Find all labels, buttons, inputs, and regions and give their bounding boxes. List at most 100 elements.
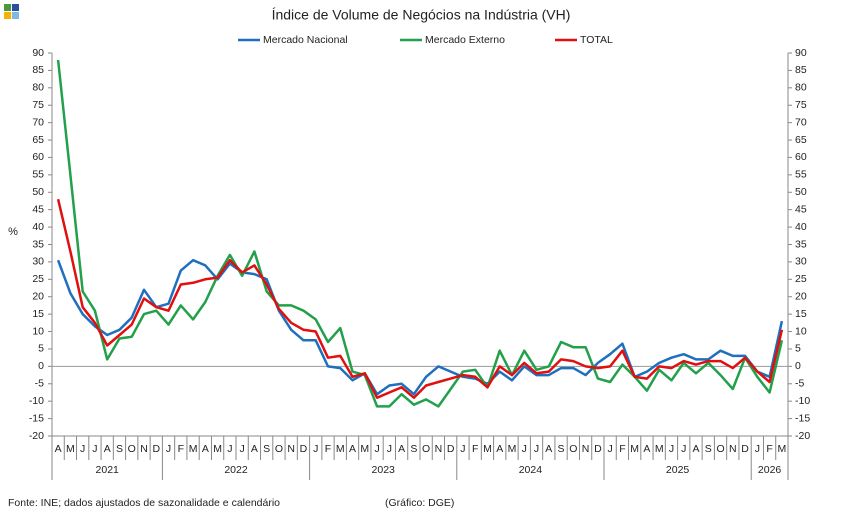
y-tick-label: 40 (32, 221, 44, 233)
y2-tick-label: 90 (795, 47, 807, 59)
y-tick-label: 80 (32, 82, 44, 94)
year-label: 2021 (96, 464, 120, 476)
x-tick-label: J (460, 443, 465, 455)
x-tick-label: N (140, 443, 148, 455)
y2-tick-label: 45 (795, 203, 807, 215)
logo (4, 4, 11, 11)
series-line (56, 198, 784, 399)
year-label: 2026 (758, 464, 782, 476)
y2-tick-label: 40 (795, 221, 807, 233)
year-label: 2023 (372, 464, 396, 476)
x-tick-label: O (716, 443, 724, 455)
y2-tick-label: 50 (795, 186, 807, 198)
x-tick-label: M (483, 443, 492, 455)
y2-tick-label: -20 (795, 430, 810, 442)
x-tick-label: J (227, 443, 232, 455)
y2-tick-label: 80 (795, 82, 807, 94)
y2-tick-label: -15 (795, 412, 810, 424)
y-tick-label: 45 (32, 203, 44, 215)
credit-note: (Gráfico: DGE) (385, 497, 454, 509)
x-tick-label: A (55, 443, 62, 455)
y2-tick-label: 55 (795, 169, 807, 181)
y2-tick-label: 25 (795, 273, 807, 285)
y-tick-label: 5 (38, 343, 44, 355)
y-tick-label: -15 (29, 412, 44, 424)
y-tick-label: 30 (32, 256, 44, 268)
x-tick-label: J (166, 443, 171, 455)
x-tick-label: J (608, 443, 613, 455)
y2-tick-label: 85 (795, 64, 807, 76)
x-tick-label: M (630, 443, 639, 455)
x-tick-label: F (766, 443, 772, 455)
x-tick-label: N (729, 443, 737, 455)
y-tick-label: 75 (32, 99, 44, 111)
x-tick-label: N (435, 443, 443, 455)
x-tick-label: J (669, 443, 674, 455)
x-tick-label: M (777, 443, 786, 455)
x-tick-label: M (508, 443, 517, 455)
series-line (56, 59, 784, 408)
x-tick-label: O (422, 443, 430, 455)
source-note: Fonte: INE; dados ajustados de sazonalid… (8, 497, 280, 509)
y-axis-label: % (8, 226, 18, 238)
x-tick-label: D (152, 443, 160, 455)
legend-label: Mercado Externo (425, 34, 505, 46)
series-line (56, 258, 784, 396)
y2-tick-label: 5 (795, 343, 801, 355)
x-tick-label: S (116, 443, 123, 455)
y2-tick-label: -10 (795, 395, 810, 407)
y2-tick-label: 60 (795, 151, 807, 163)
y-tick-label: 0 (38, 360, 44, 372)
x-tick-label: A (202, 443, 209, 455)
y-tick-label: 20 (32, 291, 44, 303)
x-tick-label: S (410, 443, 417, 455)
y2-tick-label: 0 (795, 360, 801, 372)
logo (12, 4, 19, 11)
y-tick-label: 70 (32, 116, 44, 128)
x-tick-label: A (104, 443, 111, 455)
x-tick-label: F (472, 443, 478, 455)
x-tick-label: S (705, 443, 712, 455)
x-tick-label: A (349, 443, 356, 455)
x-tick-label: A (496, 443, 503, 455)
y-tick-label: -20 (29, 430, 44, 442)
x-tick-label: J (374, 443, 379, 455)
x-tick-label: O (569, 443, 577, 455)
y-tick-label: 15 (32, 308, 44, 320)
y-tick-label: 50 (32, 186, 44, 198)
y2-tick-label: 20 (795, 291, 807, 303)
y-tick-label: -10 (29, 395, 44, 407)
y-tick-label: 85 (32, 64, 44, 76)
y-tick-label: 55 (32, 169, 44, 181)
x-tick-label: D (447, 443, 455, 455)
x-tick-label: J (240, 443, 245, 455)
x-tick-label: J (522, 443, 527, 455)
y2-tick-label: 75 (795, 99, 807, 111)
y2-tick-label: 35 (795, 238, 807, 250)
x-tick-label: J (80, 443, 85, 455)
y-tick-label: 25 (32, 273, 44, 285)
chart-title: Índice de Volume de Negócios na Indústri… (272, 7, 571, 23)
x-tick-label: M (360, 443, 369, 455)
y-tick-label: 90 (32, 47, 44, 59)
x-tick-label: J (387, 443, 392, 455)
x-tick-label: F (178, 443, 184, 455)
y-tick-label: -5 (35, 378, 44, 390)
year-label: 2024 (519, 464, 543, 476)
y2-tick-label: -5 (795, 378, 804, 390)
x-tick-label: A (398, 443, 405, 455)
x-tick-label: N (582, 443, 590, 455)
x-tick-label: A (692, 443, 699, 455)
y-tick-label: 60 (32, 151, 44, 163)
x-tick-label: F (619, 443, 625, 455)
x-tick-label: A (251, 443, 258, 455)
y-tick-label: 10 (32, 325, 44, 337)
x-tick-label: N (287, 443, 295, 455)
y2-tick-label: 10 (795, 325, 807, 337)
logo (12, 12, 19, 19)
x-tick-label: J (534, 443, 539, 455)
x-tick-label: J (681, 443, 686, 455)
y2-tick-label: 30 (795, 256, 807, 268)
logo (4, 12, 11, 19)
